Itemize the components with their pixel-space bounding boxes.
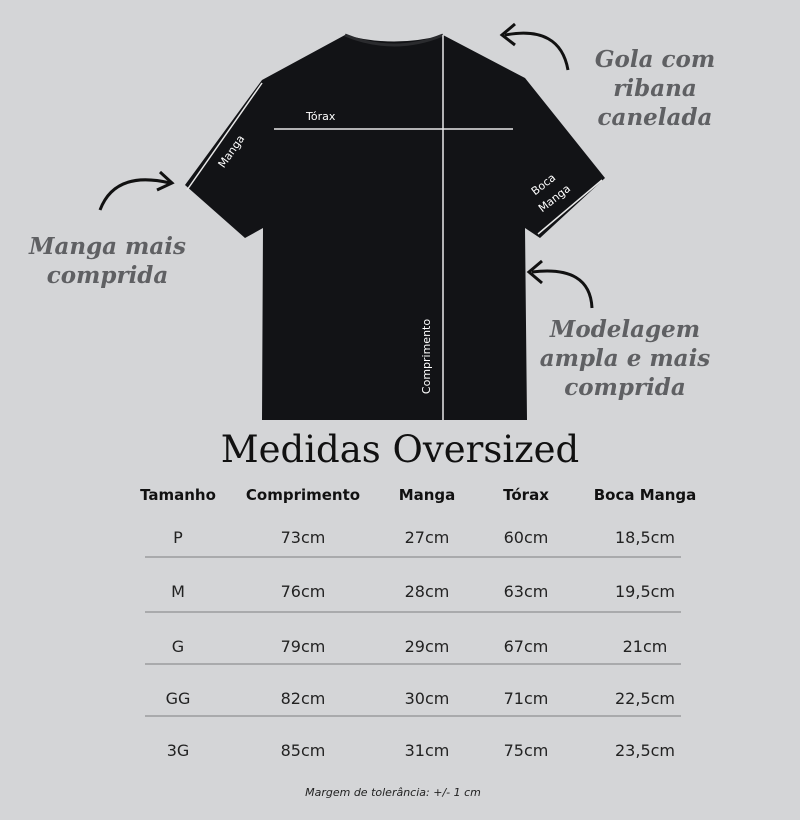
row-divider	[145, 715, 681, 717]
note-line: ribana	[613, 75, 697, 102]
table-cell: 82cm	[280, 689, 326, 708]
table-cell: P	[173, 528, 183, 547]
table-cell: 19,5cm	[614, 582, 676, 601]
table-cell: 71cm	[503, 689, 549, 708]
row-divider	[145, 611, 681, 613]
table-cell: 29cm	[404, 637, 450, 656]
note-line: Manga mais	[28, 233, 186, 260]
note-modelagem: Modelagem ampla e mais comprida	[535, 315, 715, 402]
table-cell: M	[171, 582, 185, 601]
arrow-icon	[504, 31, 570, 71]
column-header: Manga	[398, 486, 456, 504]
note-gola: Gola com ribana canelada	[575, 45, 735, 132]
note-line: canelada	[597, 104, 713, 131]
note-line: comprida	[46, 262, 169, 289]
table-cell: G	[171, 637, 185, 656]
note-manga: Manga mais comprida	[15, 232, 200, 290]
note-line: comprida	[564, 374, 686, 401]
manga-measure-line	[186, 82, 263, 191]
table-cell: 27cm	[404, 528, 450, 547]
column-header: Tamanho	[140, 486, 216, 504]
arrow-icon	[531, 269, 594, 309]
table-cell: 31cm	[404, 741, 450, 760]
table-cell: 22,5cm	[614, 689, 676, 708]
column-header: Comprimento	[245, 486, 361, 504]
torax-label: Tórax	[306, 110, 336, 123]
table-cell: 63cm	[503, 582, 549, 601]
table-cell: 79cm	[280, 637, 326, 656]
arrow-icon	[98, 178, 171, 211]
table-cell: 18,5cm	[614, 528, 676, 547]
table-cell: 73cm	[280, 528, 326, 547]
table-cell: 28cm	[404, 582, 450, 601]
table-cell: 23,5cm	[614, 741, 676, 760]
column-header: Tórax	[503, 486, 549, 504]
table-cell: 21cm	[622, 637, 668, 656]
table-cell: 85cm	[280, 741, 326, 760]
table-cell: 3G	[166, 741, 190, 760]
row-divider	[145, 556, 681, 558]
tshirt-illustration	[98, 22, 605, 420]
table-cell: 30cm	[404, 689, 450, 708]
boca-manga-measure-line	[537, 179, 603, 235]
table-cell: 76cm	[280, 582, 326, 601]
column-header: Boca Manga	[593, 486, 697, 504]
table-cell: 75cm	[503, 741, 549, 760]
note-line: Gola com	[594, 46, 716, 73]
note-line: ampla e mais	[539, 345, 711, 372]
row-divider	[145, 663, 681, 665]
table-cell: 60cm	[503, 528, 549, 547]
tolerance-note: Margem de tolerância: +/- 1 cm	[305, 786, 481, 799]
page-title: Medidas Oversized	[220, 428, 580, 471]
note-line: Modelagem	[549, 316, 701, 343]
table-cell: GG	[165, 689, 191, 708]
comprimento-label: Comprimento	[420, 318, 434, 395]
table-cell: 67cm	[503, 637, 549, 656]
